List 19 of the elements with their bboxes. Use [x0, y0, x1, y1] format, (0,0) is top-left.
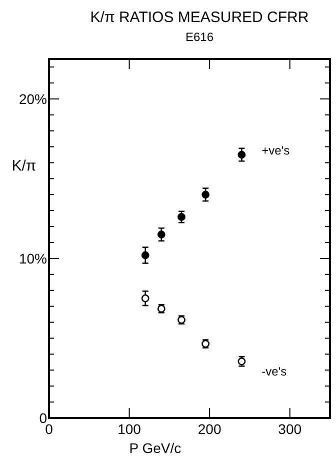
- x-tick-label: 100: [118, 421, 142, 437]
- text: 0: [39, 410, 47, 426]
- chart-subtitle: E616: [185, 30, 214, 44]
- y-axis-title: K/π: [12, 158, 36, 175]
- y-tick-label: 10%: [18, 250, 47, 266]
- point: [178, 213, 186, 221]
- x-tick-label: 200: [198, 421, 222, 437]
- x-tick-label: 300: [278, 421, 302, 437]
- chart-title: K/π RATIOS MEASURED CFRR: [90, 9, 309, 26]
- series-label: -ve's: [262, 364, 287, 378]
- point: [141, 251, 150, 260]
- point: [141, 294, 150, 302]
- point: [202, 190, 210, 199]
- point: [157, 230, 166, 238]
- series-label: +ve's: [262, 144, 290, 158]
- x-axis-title: P GeV/c: [129, 440, 182, 456]
- point: [238, 150, 246, 159]
- x-tick-label: 0: [45, 421, 54, 437]
- y-tick-label: 20%: [18, 90, 47, 107]
